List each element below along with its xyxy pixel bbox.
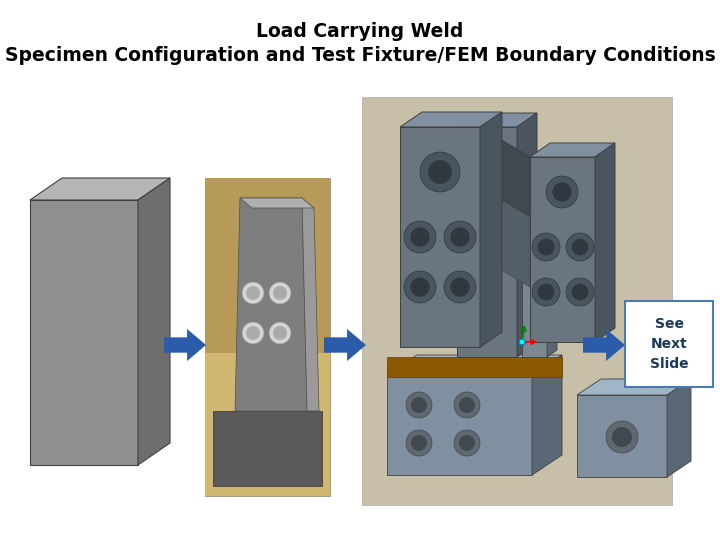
Polygon shape <box>205 178 330 496</box>
Polygon shape <box>387 355 562 375</box>
Circle shape <box>459 397 475 413</box>
FancyBboxPatch shape <box>625 301 713 387</box>
Circle shape <box>451 227 469 247</box>
Circle shape <box>459 435 475 451</box>
Polygon shape <box>583 329 625 361</box>
Polygon shape <box>164 329 206 361</box>
Polygon shape <box>667 379 691 477</box>
Text: Load Carrying Weld: Load Carrying Weld <box>256 22 464 41</box>
Circle shape <box>411 397 427 413</box>
Text: Specimen Configuration and Test Fixture/FEM Boundary Conditions: Specimen Configuration and Test Fixture/… <box>4 46 716 65</box>
Circle shape <box>242 282 264 304</box>
Circle shape <box>451 278 469 296</box>
Polygon shape <box>302 198 319 411</box>
Circle shape <box>404 221 436 253</box>
Polygon shape <box>532 355 562 475</box>
Circle shape <box>566 233 594 261</box>
Polygon shape <box>480 112 502 347</box>
Circle shape <box>572 239 588 255</box>
Polygon shape <box>30 178 170 200</box>
Polygon shape <box>595 143 615 342</box>
Polygon shape <box>235 198 307 411</box>
Circle shape <box>269 282 291 304</box>
Polygon shape <box>457 113 537 127</box>
Circle shape <box>246 286 260 300</box>
Circle shape <box>246 326 260 340</box>
Circle shape <box>532 233 560 261</box>
Polygon shape <box>213 411 322 486</box>
Circle shape <box>410 227 430 247</box>
Circle shape <box>242 322 264 344</box>
Circle shape <box>552 183 572 201</box>
Circle shape <box>454 430 480 456</box>
Circle shape <box>273 286 287 300</box>
Circle shape <box>538 284 554 300</box>
Circle shape <box>566 278 594 306</box>
Polygon shape <box>522 200 557 207</box>
Circle shape <box>532 278 560 306</box>
Polygon shape <box>387 357 562 377</box>
Circle shape <box>420 152 460 192</box>
Polygon shape <box>240 198 314 208</box>
Circle shape <box>546 176 578 208</box>
Circle shape <box>428 160 452 184</box>
Circle shape <box>269 322 291 344</box>
Circle shape <box>411 435 427 451</box>
Polygon shape <box>530 157 595 342</box>
Polygon shape <box>400 112 502 127</box>
Circle shape <box>406 430 432 456</box>
Polygon shape <box>530 143 615 157</box>
Polygon shape <box>457 127 517 357</box>
Polygon shape <box>480 127 530 217</box>
Circle shape <box>273 326 287 340</box>
Polygon shape <box>522 207 547 357</box>
Circle shape <box>519 339 525 345</box>
Polygon shape <box>30 200 138 465</box>
Circle shape <box>444 221 476 253</box>
Polygon shape <box>205 353 330 496</box>
Polygon shape <box>387 375 532 475</box>
Circle shape <box>606 421 638 453</box>
Polygon shape <box>362 97 672 505</box>
Circle shape <box>410 278 430 296</box>
Circle shape <box>444 271 476 303</box>
Polygon shape <box>517 113 537 357</box>
Circle shape <box>612 427 632 447</box>
Circle shape <box>572 284 588 300</box>
Circle shape <box>454 392 480 418</box>
Polygon shape <box>547 200 557 357</box>
Polygon shape <box>400 127 480 347</box>
Text: See
Next
Slide: See Next Slide <box>649 318 688 370</box>
Polygon shape <box>577 379 691 395</box>
Polygon shape <box>205 178 330 353</box>
Polygon shape <box>138 178 170 465</box>
Circle shape <box>404 271 436 303</box>
Polygon shape <box>480 187 530 287</box>
Circle shape <box>538 239 554 255</box>
Polygon shape <box>577 395 667 477</box>
Circle shape <box>406 392 432 418</box>
Polygon shape <box>324 329 366 361</box>
